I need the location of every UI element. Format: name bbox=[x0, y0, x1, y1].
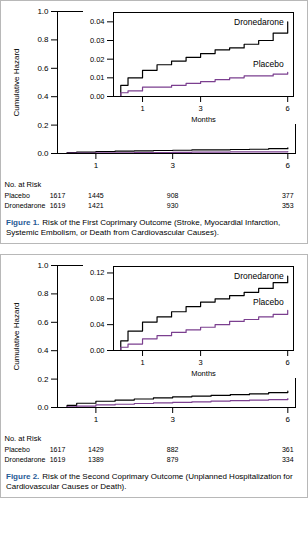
svg-text:1: 1 bbox=[140, 358, 144, 367]
svg-text:0.4: 0.4 bbox=[37, 346, 49, 355]
svg-text:Placebo: Placebo bbox=[253, 297, 284, 307]
svg-text:908: 908 bbox=[167, 192, 179, 199]
svg-text:930: 930 bbox=[167, 202, 179, 209]
svg-text:0.12: 0.12 bbox=[90, 268, 105, 277]
svg-text:Dronedarone: Dronedarone bbox=[5, 456, 46, 463]
svg-text:6: 6 bbox=[286, 104, 290, 113]
svg-text:361: 361 bbox=[282, 446, 294, 453]
svg-text:0.03: 0.03 bbox=[90, 36, 105, 45]
svg-text:Dronedarone: Dronedarone bbox=[234, 271, 284, 281]
svg-text:1: 1 bbox=[94, 415, 99, 424]
svg-text:0.8: 0.8 bbox=[37, 35, 49, 44]
svg-text:0.04: 0.04 bbox=[90, 17, 105, 26]
svg-text:Dronedarone: Dronedarone bbox=[234, 17, 284, 27]
html-text:Figure 2. Risk of the Second C: Figure 2. Risk of the Second Coprimary O… bbox=[6, 472, 293, 491]
svg-text:0.6: 0.6 bbox=[37, 64, 49, 73]
svg-text:6: 6 bbox=[286, 415, 291, 424]
svg-text:Cumulative Hazard: Cumulative Hazard bbox=[12, 48, 21, 116]
svg-text:0.6: 0.6 bbox=[37, 318, 49, 327]
svg-text:1389: 1389 bbox=[88, 456, 104, 463]
svg-text:Dronedarone: Dronedarone bbox=[5, 202, 46, 209]
svg-text:Months: Months bbox=[191, 369, 216, 378]
svg-text:0.00: 0.00 bbox=[90, 346, 105, 355]
svg-text:3: 3 bbox=[199, 104, 203, 113]
svg-text:377: 377 bbox=[282, 192, 294, 199]
svg-text:879: 879 bbox=[167, 456, 179, 463]
svg-text:3: 3 bbox=[170, 415, 175, 424]
svg-text:0.2: 0.2 bbox=[37, 121, 49, 130]
svg-text:3: 3 bbox=[199, 358, 203, 367]
svg-text:Placebo: Placebo bbox=[5, 192, 30, 199]
svg-text:Placebo: Placebo bbox=[253, 59, 284, 69]
svg-text:1619: 1619 bbox=[50, 202, 66, 209]
svg-text:1429: 1429 bbox=[88, 446, 104, 453]
svg-text:6: 6 bbox=[286, 358, 290, 367]
svg-text:Placebo: Placebo bbox=[5, 446, 30, 453]
svg-text:1: 1 bbox=[140, 104, 144, 113]
svg-text:1: 1 bbox=[94, 161, 99, 170]
svg-text:0.0: 0.0 bbox=[37, 149, 49, 158]
svg-text:1.0: 1.0 bbox=[37, 7, 49, 16]
svg-text:3: 3 bbox=[170, 161, 175, 170]
svg-text:353: 353 bbox=[282, 202, 294, 209]
svg-text:1445: 1445 bbox=[88, 192, 104, 199]
svg-text:0.00: 0.00 bbox=[90, 92, 105, 101]
svg-text:1619: 1619 bbox=[50, 456, 66, 463]
svg-text:0.4: 0.4 bbox=[37, 92, 49, 101]
svg-text:0.02: 0.02 bbox=[90, 55, 105, 64]
svg-text:882: 882 bbox=[167, 446, 179, 453]
svg-text:0.04: 0.04 bbox=[90, 320, 105, 329]
svg-text:1617: 1617 bbox=[50, 192, 66, 199]
svg-text:No. at Risk: No. at Risk bbox=[5, 434, 42, 443]
svg-text:No. at Risk: No. at Risk bbox=[5, 180, 42, 189]
svg-text:1617: 1617 bbox=[50, 446, 66, 453]
html-text:Figure 1. Risk of the First Co: Figure 1. Risk of the First Coprimary Ou… bbox=[6, 218, 281, 237]
svg-text:0.8: 0.8 bbox=[37, 289, 49, 298]
svg-text:1421: 1421 bbox=[88, 202, 104, 209]
svg-text:6: 6 bbox=[286, 161, 291, 170]
svg-text:1.0: 1.0 bbox=[37, 261, 49, 270]
svg-text:334: 334 bbox=[282, 456, 294, 463]
svg-text:0.08: 0.08 bbox=[90, 294, 105, 303]
svg-text:0.0: 0.0 bbox=[37, 403, 49, 412]
svg-text:Months: Months bbox=[191, 115, 216, 124]
svg-text:Cumulative Hazard: Cumulative Hazard bbox=[12, 302, 21, 370]
svg-text:0.2: 0.2 bbox=[37, 375, 49, 384]
svg-text:0.01: 0.01 bbox=[90, 73, 105, 82]
